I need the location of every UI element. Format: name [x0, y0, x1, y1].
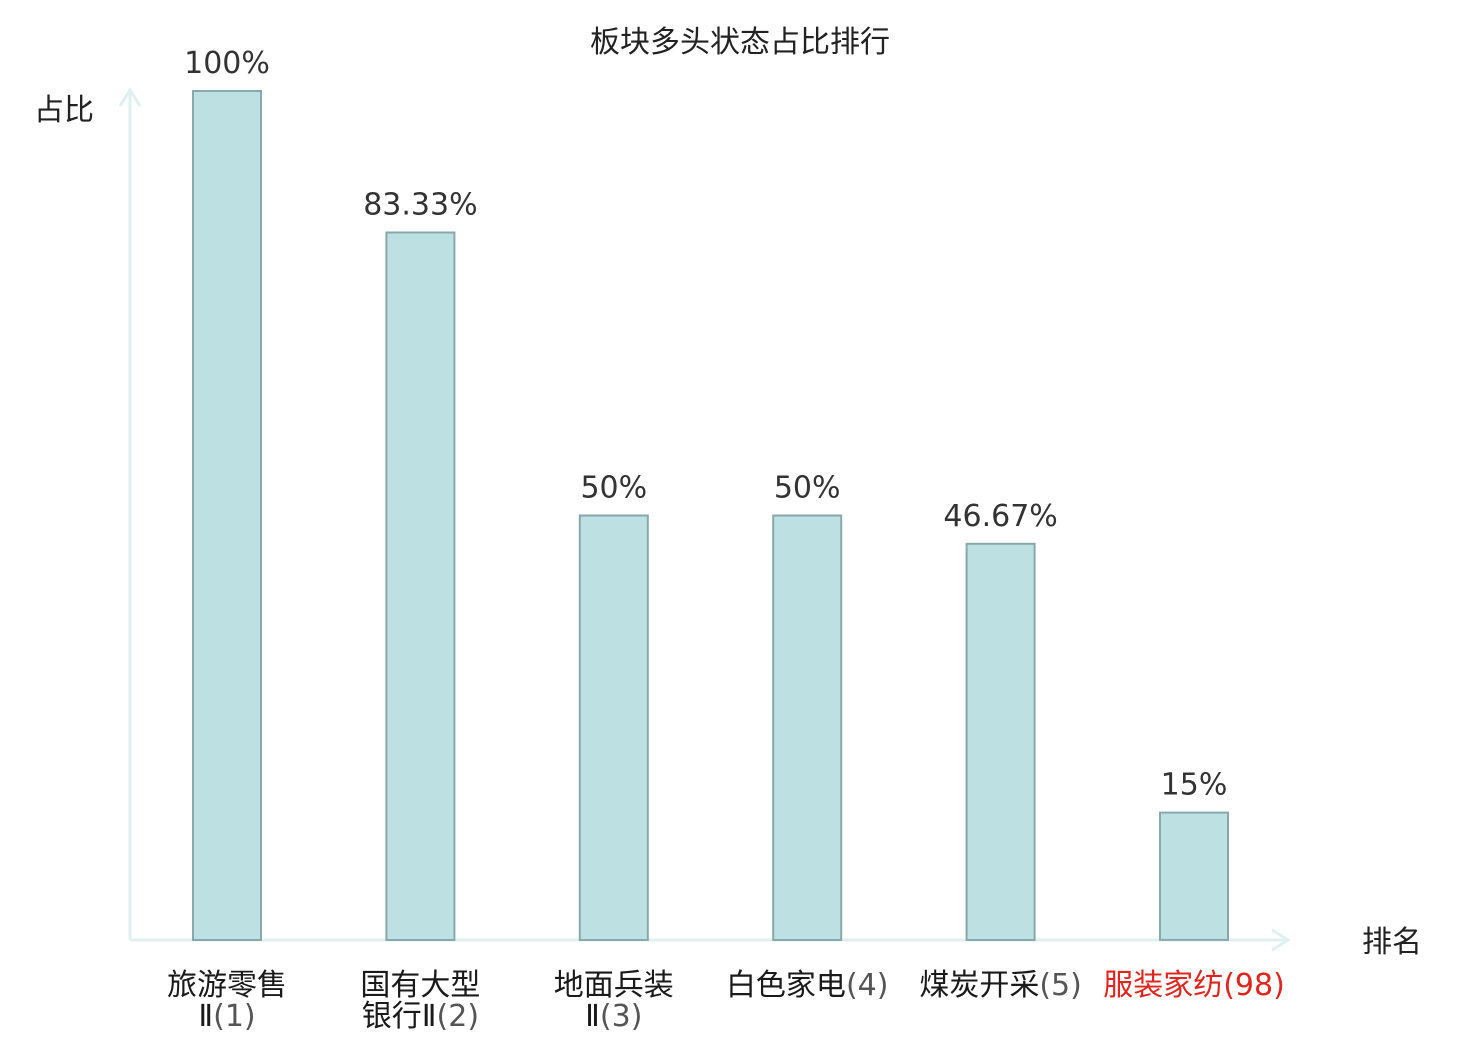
- bar-5: [965, 542, 1036, 941]
- value-label-4: 50%: [774, 471, 841, 506]
- category-label-3-line-1: 地面兵装: [554, 968, 674, 1003]
- y-axis-title: 占比: [34, 93, 94, 128]
- y-axis: [118, 87, 142, 940]
- category-label-2-line-1: 国有大型: [360, 968, 480, 1003]
- value-label-1: 100%: [184, 46, 270, 81]
- value-label-6: 15%: [1161, 768, 1228, 803]
- bar-6: [1159, 811, 1229, 941]
- bar-1: [192, 90, 262, 941]
- x-axis-title: 排名: [1362, 925, 1422, 960]
- category-label-4-line-1: 白色家电(4): [726, 968, 889, 1003]
- value-label-3: 50%: [580, 471, 647, 506]
- bar-3: [578, 514, 649, 941]
- category-label-6-line-1: 服装家纺(98): [1103, 968, 1285, 1003]
- x-axis: [130, 928, 1291, 952]
- category-label-5-line-1: 煤炭开采(5): [919, 968, 1082, 1003]
- value-label-2: 83.33%: [363, 188, 477, 223]
- category-label-3-line-2: Ⅱ(3): [585, 999, 642, 1034]
- category-label-2-line-2: 银行Ⅱ(2): [362, 999, 479, 1034]
- category-label-1-line-2: Ⅱ(1): [198, 999, 255, 1034]
- category-label-1-line-1: 旅游零售: [167, 968, 287, 1003]
- bar-2: [385, 231, 456, 941]
- bar-4: [772, 514, 843, 941]
- bars-group: [192, 90, 1229, 941]
- chart-title: 板块多头状态占比排行: [590, 25, 890, 60]
- value-label-5: 46.67%: [943, 499, 1057, 534]
- value-labels-group: 100% 83.33% 50% 50% 46.67% 15%: [184, 46, 1227, 803]
